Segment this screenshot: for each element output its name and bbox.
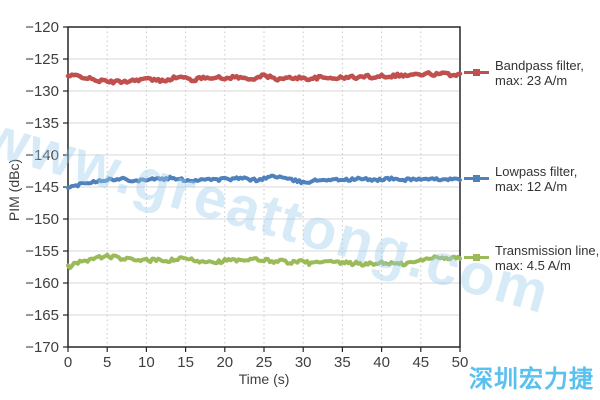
legend-marker-lowpass-icon xyxy=(464,175,489,183)
x-tick-label: 45 xyxy=(412,354,429,371)
x-tick-label: 30 xyxy=(295,354,312,371)
legend-item-lowpass: Lowpass filter, max: 12 A/m xyxy=(464,164,577,194)
y-tick-label: −155 xyxy=(25,243,59,260)
legend-label-bandpass: Bandpass filter, max: 23 A/m xyxy=(495,57,584,88)
y-tick-label: −150 xyxy=(25,211,59,228)
series-line-bandpass xyxy=(65,70,463,86)
series-line-transmission xyxy=(66,252,462,271)
x-tick-label: 15 xyxy=(177,354,194,371)
legend-marker-bandpass-icon xyxy=(464,69,489,77)
y-tick-label: −160 xyxy=(25,275,59,292)
legend-square-transmission-icon xyxy=(473,254,480,262)
x-tick-label: 50 xyxy=(452,354,469,371)
legend-label-transmission: Transmission line, max: 4.5 A/m xyxy=(495,242,600,273)
legend-marker-transmission-icon xyxy=(464,254,489,262)
y-tick-label: −125 xyxy=(25,51,59,68)
legend-label-lowpass: Lowpass filter, max: 12 A/m xyxy=(495,163,578,194)
y-tick-label: −140 xyxy=(25,147,59,164)
y-tick-label: −145 xyxy=(25,179,59,196)
x-tick-label: 25 xyxy=(256,354,273,371)
legend-item-transmission: Transmission line, max: 4.5 A/m xyxy=(464,243,599,273)
y-tick-label: −135 xyxy=(25,115,59,132)
y-tick-label: −120 xyxy=(25,19,59,36)
y-tick-label: −165 xyxy=(25,307,59,324)
x-tick-label: 35 xyxy=(334,354,351,371)
y-axis-title: PIM (dBc) xyxy=(6,158,22,222)
x-axis-title: Time (s) xyxy=(238,371,290,387)
x-tick-label: 20 xyxy=(216,354,233,371)
series-line-lowpass xyxy=(66,173,462,190)
legend-square-bandpass-icon xyxy=(473,69,480,77)
x-tick-label: 40 xyxy=(373,354,390,371)
x-tick-label: 10 xyxy=(138,354,155,371)
brand-logo-text: 深圳宏力捷 xyxy=(469,366,594,393)
y-tick-label: −130 xyxy=(25,83,59,100)
legend-item-bandpass: Bandpass filter, max: 23 A/m xyxy=(464,58,584,88)
legend-square-lowpass-icon xyxy=(473,175,480,183)
y-tick-label: −170 xyxy=(25,339,59,356)
x-tick-label: 0 xyxy=(64,354,72,371)
x-tick-label: 5 xyxy=(103,354,111,371)
